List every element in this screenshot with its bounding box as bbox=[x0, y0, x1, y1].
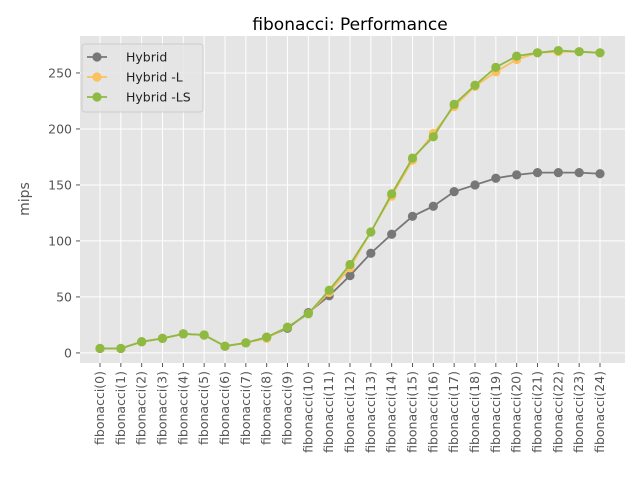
legend-label: Hybrid -L bbox=[126, 70, 183, 85]
data-point bbox=[532, 168, 543, 178]
x-tick-label: fibonacci(13) bbox=[363, 371, 378, 453]
x-tick-label: fibonacci(20) bbox=[509, 371, 524, 453]
y-axis-ticks: 0 50 100 150 200 250 bbox=[48, 65, 80, 360]
x-tick-label: fibonacci(8) bbox=[259, 371, 274, 445]
x-tick-label: fibonacci(14) bbox=[384, 371, 399, 453]
x-tick-label: fibonacci(11) bbox=[321, 371, 336, 453]
data-point bbox=[470, 80, 480, 90]
x-tick-label: fibonacci(10) bbox=[300, 371, 315, 453]
data-point bbox=[470, 180, 480, 190]
data-point bbox=[574, 47, 584, 57]
x-tick-label: fibonacci(7) bbox=[238, 371, 253, 445]
legend-marker bbox=[92, 72, 102, 82]
data-point bbox=[512, 170, 522, 180]
legend-marker bbox=[92, 52, 102, 62]
data-point bbox=[491, 62, 501, 72]
legend-item: Hybrid -LS bbox=[87, 90, 191, 105]
x-tick-label: fibonacci(12) bbox=[342, 371, 357, 453]
x-tick-label: fibonacci(22) bbox=[550, 371, 565, 453]
data-point bbox=[407, 211, 418, 221]
x-tick-label: fibonacci(4) bbox=[175, 371, 190, 445]
y-tick-label: 0 bbox=[64, 345, 72, 360]
data-point bbox=[220, 341, 230, 351]
x-tick-label: fibonacci(16) bbox=[425, 371, 440, 453]
x-tick-label: fibonacci(23) bbox=[571, 371, 586, 453]
data-point bbox=[366, 248, 376, 258]
data-point bbox=[157, 333, 168, 343]
x-tick-label: fibonacci(3) bbox=[155, 371, 170, 445]
legend-label: Hybrid bbox=[126, 50, 167, 65]
legend-label: Hybrid -LS bbox=[126, 90, 191, 105]
x-tick-label: fibonacci(2) bbox=[134, 371, 149, 445]
data-point bbox=[595, 48, 605, 58]
data-point bbox=[512, 51, 522, 61]
data-point bbox=[345, 271, 355, 281]
data-point bbox=[116, 343, 126, 354]
x-tick-label: fibonacci(19) bbox=[488, 371, 503, 453]
data-point bbox=[532, 48, 543, 58]
data-point bbox=[199, 330, 209, 340]
y-tick-label: 200 bbox=[48, 121, 72, 136]
data-point bbox=[345, 259, 355, 270]
x-axis-ticks: fibonacci(0) fibonacci(1) fibonacci(2) fibo… bbox=[92, 363, 607, 453]
x-tick-label: fibonacci(15) bbox=[405, 371, 420, 453]
data-point bbox=[282, 322, 293, 332]
data-point bbox=[428, 132, 438, 142]
y-tick-label: 150 bbox=[48, 177, 72, 192]
chart-title: fibonacci: Performance bbox=[252, 15, 447, 35]
legend-item: Hybrid -L bbox=[87, 70, 183, 85]
data-point bbox=[95, 343, 105, 354]
x-tick-label: fibonacci(21) bbox=[530, 371, 545, 453]
series-hybrid-ls bbox=[95, 45, 605, 354]
legend: Hybrid Hybrid -L Hybrid -LS bbox=[81, 43, 204, 113]
legend-box bbox=[81, 43, 204, 113]
data-point bbox=[366, 227, 376, 237]
data-point bbox=[449, 187, 459, 197]
x-tick-label: fibonacci(18) bbox=[467, 371, 482, 453]
data-point bbox=[262, 332, 272, 342]
y-tick-label: 50 bbox=[56, 289, 72, 304]
y-axis-label: mips bbox=[17, 182, 33, 216]
legend-marker bbox=[92, 92, 102, 102]
x-tick-label: fibonacci(24) bbox=[592, 371, 607, 453]
data-point bbox=[553, 168, 563, 178]
data-point bbox=[553, 45, 563, 56]
data-point bbox=[241, 338, 251, 348]
data-point bbox=[387, 189, 397, 199]
x-tick-label: fibonacci(9) bbox=[280, 371, 295, 445]
x-tick-label: fibonacci(1) bbox=[113, 371, 128, 445]
x-tick-label: fibonacci(17) bbox=[446, 371, 461, 453]
data-point bbox=[324, 285, 334, 295]
data-point bbox=[137, 337, 147, 347]
data-point bbox=[491, 173, 501, 183]
x-tick-label: fibonacci(6) bbox=[217, 371, 232, 445]
series-layer bbox=[95, 45, 605, 354]
data-point bbox=[407, 153, 418, 163]
data-point bbox=[303, 309, 313, 319]
data-point bbox=[574, 168, 584, 178]
legend-item: Hybrid bbox=[87, 50, 167, 65]
y-tick-label: 100 bbox=[48, 233, 72, 248]
x-tick-label: fibonacci(0) bbox=[92, 371, 107, 445]
y-tick-label: 250 bbox=[48, 65, 72, 80]
data-point bbox=[387, 229, 397, 239]
data-point bbox=[595, 169, 605, 179]
data-point bbox=[449, 99, 459, 109]
x-tick-label: fibonacci(5) bbox=[196, 371, 211, 445]
data-point bbox=[178, 329, 188, 339]
data-point bbox=[428, 201, 438, 211]
